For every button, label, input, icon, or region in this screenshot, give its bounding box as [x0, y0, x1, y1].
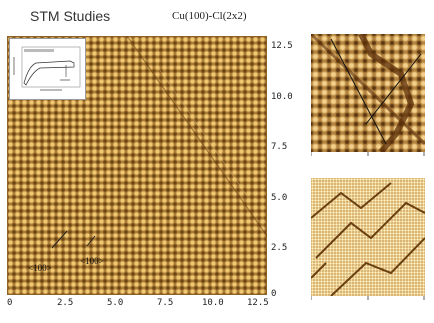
y-tick-label: 12.5	[271, 41, 293, 51]
bottom-image-axis-marks	[311, 296, 425, 300]
inset-voltammogram-graph	[9, 38, 86, 100]
direction-label-100-left: <100>	[28, 263, 52, 273]
step-edges-overlay	[311, 182, 425, 296]
stm-zoom-image-bottom	[311, 178, 425, 296]
x-tick-label: 10.0	[202, 298, 224, 308]
x-tick-label: 5.0	[107, 298, 124, 308]
x-tick-label: 7.5	[157, 298, 174, 308]
y-tick-label: 7.5	[271, 142, 288, 152]
surface-subtitle: Cu(100)-Cl(2x2)	[172, 10, 247, 22]
page-title: STM Studies	[30, 8, 111, 24]
domain-boundary-overlay	[311, 34, 425, 152]
y-tick-label: 2.5	[271, 243, 288, 253]
step-edge-overlay	[51, 36, 267, 249]
y-tick-label: 5.0	[271, 193, 288, 203]
top-image-axis-marks	[311, 152, 425, 156]
x-tick-label: 12.5	[247, 298, 269, 308]
direction-label-100-right: <100>	[80, 256, 104, 266]
x-tick-label: 0	[7, 298, 13, 308]
x-tick-label: 2.5	[57, 298, 74, 308]
y-tick-label: 10.0	[271, 92, 293, 102]
y-tick-label: 0	[271, 289, 277, 299]
